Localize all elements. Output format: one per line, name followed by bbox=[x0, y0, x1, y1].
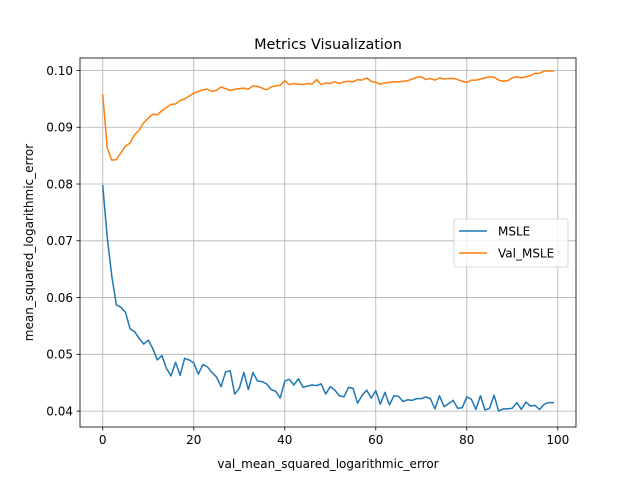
y-tick-label: 0.04 bbox=[46, 404, 73, 418]
y-tick-label: 0.10 bbox=[46, 64, 73, 78]
x-tick-label: 60 bbox=[368, 433, 383, 447]
y-tick-label: 0.08 bbox=[46, 177, 73, 191]
axis-ticks: 0 20 40 60 80 100 0.04 0.05 0.06 0.07 0.08 0.09 0.10 bbox=[46, 64, 569, 447]
grid-lines bbox=[80, 58, 576, 427]
x-tick-label: 40 bbox=[277, 433, 292, 447]
x-tick-label: 0 bbox=[99, 433, 107, 447]
x-tick-label: 20 bbox=[186, 433, 201, 447]
axes-frame bbox=[79, 57, 577, 428]
chart-title: Metrics Visualization bbox=[254, 37, 402, 53]
legend-val-msle-label: Val_MSLE bbox=[498, 247, 554, 261]
y-tick-label: 0.07 bbox=[46, 234, 73, 248]
x-tick-label: 80 bbox=[459, 433, 474, 447]
x-axis-label: val_mean_squared_logarithmic_error bbox=[217, 457, 438, 471]
x-tick-label: 100 bbox=[546, 433, 569, 447]
y-axis-label: mean_squared_logarithmic_error bbox=[22, 144, 36, 341]
y-tick-label: 0.09 bbox=[46, 121, 73, 135]
y-tick-label: 0.06 bbox=[46, 291, 73, 305]
y-tick-label: 0.05 bbox=[46, 348, 73, 362]
series-line-msle bbox=[101, 184, 554, 412]
legend-msle-label: MSLE bbox=[498, 225, 530, 239]
legend: MSLE Val_MSLE bbox=[453, 218, 569, 268]
series-line-val-msle bbox=[101, 70, 554, 161]
series-lines bbox=[101, 70, 554, 412]
